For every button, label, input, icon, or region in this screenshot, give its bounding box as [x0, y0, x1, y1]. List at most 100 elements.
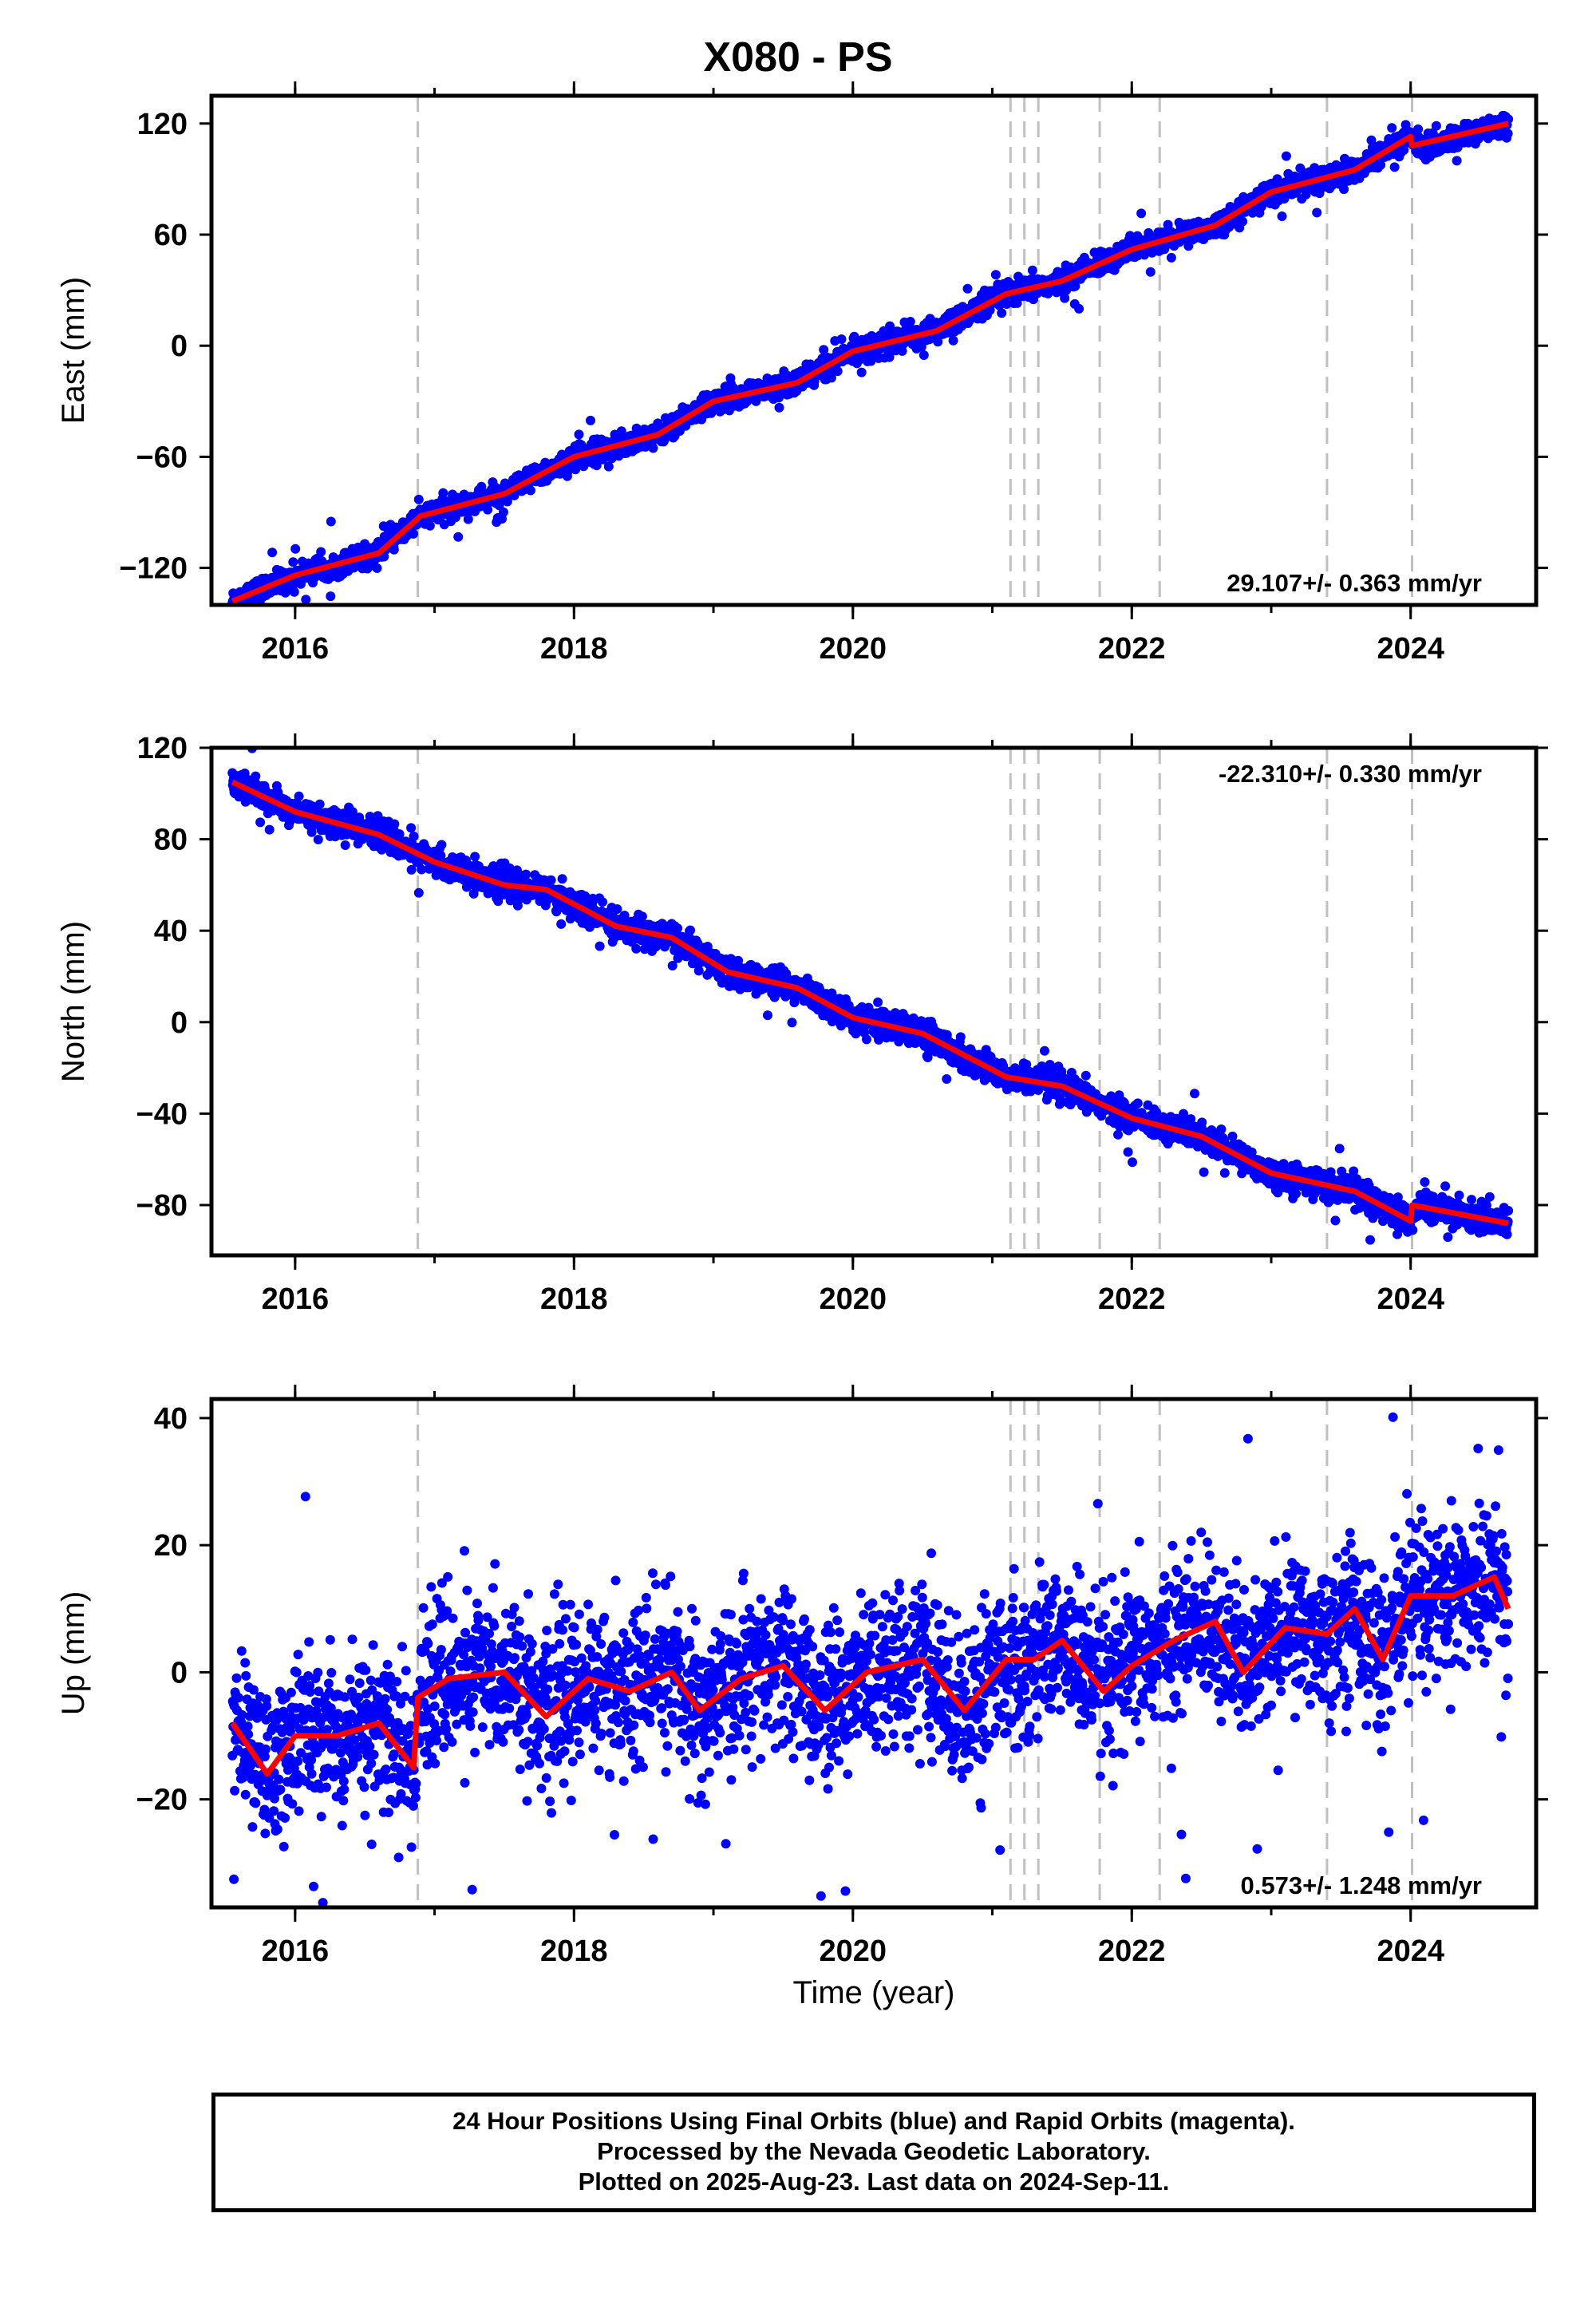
rate-label: 29.107+/- 0.363 mm/yr: [1227, 569, 1482, 597]
data-point: [1060, 293, 1070, 303]
data-point: [289, 587, 299, 597]
data-point: [417, 864, 427, 875]
data-point: [990, 270, 1001, 280]
data-point: [413, 887, 424, 898]
data-point: [306, 827, 317, 837]
data-point: [425, 520, 435, 531]
data-point: [546, 875, 556, 885]
data-point: [413, 494, 424, 504]
data-point: [406, 823, 417, 833]
data-point: [347, 807, 358, 817]
data-point: [557, 874, 567, 884]
data-point: [1166, 252, 1176, 263]
data-point: [372, 563, 382, 573]
data-point: [836, 334, 847, 344]
data-point: [264, 824, 275, 835]
data-point: [598, 897, 607, 907]
data-point: [1070, 281, 1080, 291]
data-point: [294, 791, 304, 801]
y-tick-label: 120: [137, 108, 188, 141]
data-point: [326, 516, 336, 527]
data-point: [1145, 267, 1156, 277]
data-point: [314, 799, 325, 809]
data-point: [832, 366, 843, 377]
data-point: [826, 373, 836, 383]
model-fit-line: [231, 121, 1509, 604]
daily-positions: [227, 748, 1514, 1245]
data-point: [885, 321, 895, 331]
y-tick-label: 0: [171, 330, 188, 363]
data-point: [1387, 123, 1397, 133]
data-point: [1074, 303, 1084, 314]
data-point: [453, 532, 464, 542]
data-point: [470, 852, 480, 862]
data-point: [962, 283, 973, 294]
data-point: [1389, 162, 1400, 172]
x-tick-label: 2024: [1377, 632, 1444, 666]
daily-positions: [227, 110, 1514, 605]
y-tick-label: 60: [154, 219, 188, 252]
data-point: [866, 356, 876, 366]
data-point: [774, 402, 784, 413]
data-point: [1277, 211, 1287, 221]
data-point: [849, 331, 859, 342]
data-point: [897, 346, 907, 356]
data-point: [340, 840, 350, 850]
data-point: [409, 832, 419, 841]
data-point: [1431, 121, 1441, 131]
data-point: [905, 317, 915, 326]
data-point: [438, 488, 448, 498]
data-point: [637, 911, 647, 922]
data-point: [326, 591, 336, 602]
data-point: [290, 543, 301, 554]
data-point: [918, 350, 929, 360]
data-point: [525, 485, 535, 496]
x-tick-label: 2022: [1098, 632, 1166, 666]
data-point: [591, 460, 602, 471]
data-point: [612, 904, 622, 915]
data-point: [685, 925, 695, 935]
data-point: [819, 345, 829, 355]
data-point: [1503, 128, 1513, 139]
data-point: [1001, 299, 1012, 309]
x-tick-label: 2020: [820, 632, 887, 666]
data-point: [389, 544, 399, 555]
chart-title: X080 - PS: [703, 34, 893, 81]
data-point: [1238, 216, 1248, 227]
data-point: [693, 966, 704, 976]
data-point: [948, 335, 958, 346]
data-point: [667, 961, 678, 970]
data-point: [985, 305, 995, 315]
data-point: [409, 528, 418, 539]
data-point: [787, 1018, 797, 1028]
data-point: [389, 819, 400, 829]
data-point: [648, 443, 658, 453]
data-point: [251, 771, 261, 781]
data-point: [488, 861, 499, 871]
data-point: [255, 817, 266, 828]
data-point: [1312, 207, 1322, 218]
data-point: [603, 461, 614, 472]
y-tick-label: −60: [136, 441, 188, 474]
data-point: [493, 896, 504, 907]
data-point: [997, 308, 1007, 318]
data-point: [498, 507, 508, 517]
data-point: [574, 429, 584, 440]
data-point: [565, 914, 575, 924]
data-point: [316, 547, 326, 557]
panel-frame: [209, 93, 1539, 607]
data-point: [267, 547, 278, 558]
data-point: [556, 919, 567, 929]
data-point: [1281, 151, 1291, 161]
data-point: [301, 595, 311, 605]
data-point: [463, 514, 473, 524]
data-point: [763, 1010, 772, 1021]
x-tick-label: 2018: [540, 632, 608, 666]
data-point: [1452, 156, 1462, 166]
x-tick-label: 2016: [262, 632, 330, 666]
data-point: [313, 835, 323, 844]
data-point: [288, 557, 298, 567]
data-point: [1136, 208, 1147, 219]
